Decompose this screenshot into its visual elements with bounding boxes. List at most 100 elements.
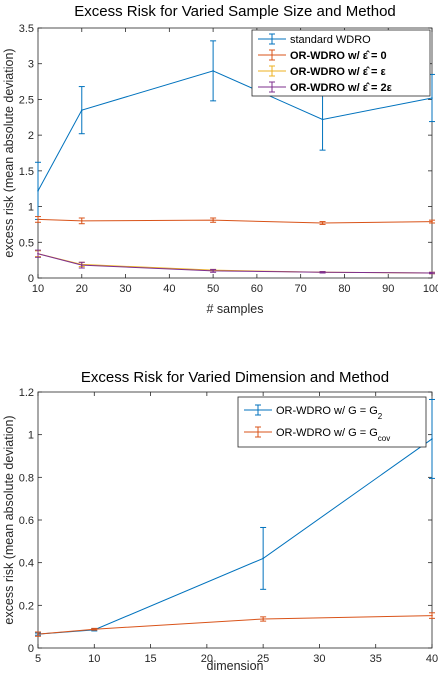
data-point xyxy=(37,252,39,255)
data-point xyxy=(37,190,39,192)
data-point xyxy=(321,222,324,224)
error-bar xyxy=(35,249,41,258)
legend-label: OR-WDRO w/ ε̂ = ε xyxy=(290,66,386,78)
error-bar xyxy=(78,86,85,135)
error-bar xyxy=(429,398,435,479)
y-axis-label: excess risk (mean absolute deviation) xyxy=(2,415,16,624)
error-bar xyxy=(429,271,435,275)
y-tick-label: 0.6 xyxy=(19,515,34,527)
data-point xyxy=(431,97,433,99)
data-point xyxy=(212,270,214,272)
y-tick-label: 3 xyxy=(28,59,34,71)
error-bar xyxy=(260,616,267,622)
x-axis-label: dimension xyxy=(207,659,264,673)
y-tick-label: 1 xyxy=(28,202,34,214)
y-tick-label: 0 xyxy=(28,643,34,655)
y-tick-label: 0 xyxy=(28,273,34,285)
x-tick-label: 10 xyxy=(88,653,100,665)
data-point xyxy=(431,614,433,617)
error-bar xyxy=(210,40,217,102)
y-axis-label: excess risk (mean absolute deviation) xyxy=(2,48,16,257)
data-point xyxy=(431,438,433,440)
error-bar xyxy=(35,631,41,637)
error-bar xyxy=(210,268,217,273)
x-tick-label: 30 xyxy=(313,653,325,665)
data-point xyxy=(321,118,324,121)
y-tick-label: 3.5 xyxy=(19,23,34,35)
legend: OR-WDRO w/ G = G2 OR-WDRO w/ G = Gcov xyxy=(237,396,427,448)
legend-label-subscript: cov xyxy=(378,434,390,443)
data-point xyxy=(262,557,264,560)
y-tick-label: 1.5 xyxy=(19,166,34,178)
legend-item-1: standard WDRO xyxy=(258,33,371,46)
data-point xyxy=(212,219,214,221)
error-bar xyxy=(429,612,435,619)
x-tick-label: 40 xyxy=(163,283,175,295)
data-point xyxy=(80,220,83,222)
data-point xyxy=(431,272,433,274)
error-bar xyxy=(35,216,41,223)
data-point xyxy=(80,264,83,266)
legend-label-subscript: 2 xyxy=(378,412,383,421)
x-tick-label: 60 xyxy=(251,283,263,295)
legend-item-4: OR-WDRO w/ ε̂ = 2ε xyxy=(258,81,393,94)
legend-box xyxy=(251,29,431,97)
chart-title: Excess Risk for Varied Dimension and Met… xyxy=(81,369,389,386)
x-tick-label: 80 xyxy=(338,283,350,295)
x-tick-label: 90 xyxy=(382,283,394,295)
error-bar xyxy=(260,526,267,590)
error-bar xyxy=(91,627,98,631)
legend-label: OR-WDRO w/ G = Gcov xyxy=(276,427,390,443)
x-tick-label: 15 xyxy=(144,653,156,665)
data-point xyxy=(93,628,96,631)
error-bar xyxy=(429,219,435,224)
data-point xyxy=(37,218,39,221)
x-tick-label: 20 xyxy=(201,653,213,665)
x-tick-label: 35 xyxy=(370,653,382,665)
x-tick-label: 20 xyxy=(76,283,88,295)
error-bar xyxy=(319,221,326,225)
y-tick-label: 1.2 xyxy=(19,387,34,399)
legend-label: OR-WDRO w/ G = G2 xyxy=(276,405,383,421)
data-point xyxy=(321,271,324,274)
data-point xyxy=(431,220,433,223)
series-line xyxy=(37,615,433,635)
series-2 xyxy=(35,612,435,637)
error-bar xyxy=(319,271,326,274)
x-tick-label: 5 xyxy=(35,653,41,665)
legend-label: OR-WDRO w/ ε̂ = 2ε xyxy=(290,82,393,94)
series-1 xyxy=(35,40,435,220)
x-tick-label: 70 xyxy=(295,283,307,295)
y-tick-label: 0.8 xyxy=(19,472,34,484)
series-2 xyxy=(35,216,435,225)
legend-item-2: OR-WDRO w/ ε̂ = 0 xyxy=(258,49,387,62)
legend: standard WDRO OR-WDRO w/ ε̂ = 0 OR-WDRO w/… xyxy=(251,29,431,97)
series-4 xyxy=(35,249,435,275)
x-tick-label: 100 xyxy=(423,283,438,295)
error-bar xyxy=(429,73,435,123)
legend-item-3: OR-WDRO w/ ε̂ = ε xyxy=(258,65,386,78)
y-tick-label: 1 xyxy=(28,430,34,442)
chart-title: Excess Risk for Varied Sample Size and M… xyxy=(74,3,396,20)
data-point xyxy=(262,618,264,620)
legend-label: standard WDRO xyxy=(290,34,371,46)
y-tick-label: 2 xyxy=(28,130,34,142)
chart-2: 5 10 15 20 25 30 35 40 0 0.2 0.4 0.6 0.8 1 1.2 Excess R… xyxy=(2,369,438,673)
x-tick-label: 30 xyxy=(119,283,131,295)
x-tick-label: 25 xyxy=(257,653,269,665)
error-bar xyxy=(78,261,85,269)
data-point xyxy=(80,109,83,111)
legend-label: OR-WDRO w/ ε̂ = 0 xyxy=(290,50,387,62)
x-tick-label: 10 xyxy=(32,283,44,295)
data-point xyxy=(212,70,214,72)
x-tick-label: 40 xyxy=(426,653,438,665)
legend-item-1: OR-WDRO w/ G = G2 xyxy=(244,404,383,421)
y-tick-label: 0.4 xyxy=(19,558,34,570)
legend-item-2: OR-WDRO w/ G = Gcov xyxy=(244,426,390,443)
y-tick-label: 0.2 xyxy=(19,600,34,612)
data-point xyxy=(37,633,39,635)
x-axis-label: # samples xyxy=(207,302,264,316)
legend-box xyxy=(237,396,427,448)
y-tick-label: 0.5 xyxy=(19,237,34,249)
